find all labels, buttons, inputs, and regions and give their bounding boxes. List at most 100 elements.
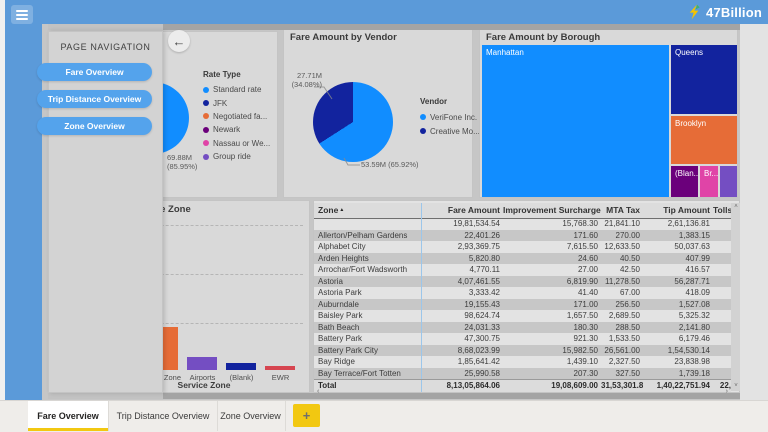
table-row[interactable]: Arrochar/Fort Wadsworth 4,770.11 27.00 4… [314,264,731,276]
table-row[interactable]: Battery Park City 8,68,023.99 15,982.50 … [314,344,731,356]
cell-tip: 1,383.15 [678,230,710,240]
cell-surcharge: 41.40 [577,288,598,297]
legend-item[interactable]: VeriFone Inc. [420,110,480,124]
legend-item[interactable]: JFK [203,96,270,109]
tab-zone-overview[interactable]: Zone Overview [216,401,286,431]
gridline [101,323,303,324]
bar-category-label: Boro Zone [145,373,182,382]
legend-item[interactable]: Negotiated fa... [203,110,270,123]
cell-tolls [713,368,731,380]
vendor-pie-panel: Fare Amount by Vendor 27.71M (34.08%) 53… [283,28,480,198]
cell-fare: 2,93,369.75 [421,241,503,253]
bar[interactable] [226,363,256,370]
gridline [101,274,303,275]
cell-surcharge: 15,768.30 [562,219,598,228]
column-header-tip[interactable]: Tip Amount [663,205,710,215]
table-row[interactable]: Bay Terrace/Fort Totten 25,990.58 207.30… [314,367,731,380]
cell-surcharge: 921.30 [573,334,598,343]
column-header-zone[interactable]: Zone▲ [318,205,345,215]
bar[interactable] [187,357,217,370]
back-arrow-button[interactable]: ← [168,30,190,52]
scroll-down-icon[interactable]: ˅ [734,383,738,389]
scroll-right-icon[interactable]: › [725,388,728,395]
vendor-pie-callout-verifone: 53.59M (65.92%) [361,160,419,169]
cell-zone: Bath Beach [318,322,360,332]
top-header-bar: 47Billion [42,0,768,24]
table-header-row[interactable]: Zone▲ Fare Amount Improvement Surcharge … [314,203,733,219]
treemap-node-other[interactable] [720,166,737,197]
cell-tip: 1,54,530.14 [667,345,710,355]
table-row[interactable]: Alphabet City 2,93,369.75 7,615.50 12,63… [314,241,731,253]
table-vertical-scrollbar[interactable]: ˄ ˅ [731,203,741,391]
cell-surcharge: 7,615.50 [566,242,598,251]
hamburger-menu-icon[interactable] [11,5,33,24]
cell-tolls [713,322,731,334]
page-navigation-panel: PAGE NAVIGATION [48,31,163,393]
legend-item[interactable]: Nassau or We... [203,137,270,150]
table-row[interactable]: Battery Park 47,300.75 921.30 1,533.50 6… [314,333,731,345]
cell-fare: 25,990.58 [421,367,503,379]
legend-item[interactable]: Standard rate [203,83,270,96]
cell-tip: 407.99 [685,253,710,263]
treemap-node-bronx[interactable]: Br... [700,166,718,197]
canvas-top-scrollbar[interactable] [163,24,740,30]
tab-label: Trip Distance Overview [116,411,210,421]
cell-tolls [713,356,731,368]
cell-fare: 4,770.11 [421,264,503,276]
column-header-mta[interactable]: MTA Tax [606,205,640,215]
table-total-row: Total 8,13,05,864.06 19,08,609.00 31,53,… [314,379,731,392]
nav-button-trip-distance-overview[interactable]: Trip Distance Overview [37,90,152,108]
canvas-bottom-scrollbar[interactable] [163,393,740,399]
rate-type-legend-items: Standard rate JFK Negotiated fa... [203,83,270,163]
nav-button-zone-overview[interactable]: Zone Overview [37,117,152,135]
legend-dot-icon [203,86,209,93]
table-row[interactable]: Baisley Park 98,624.74 1,657.50 2,689.50… [314,310,731,322]
legend-item[interactable]: Creative Mo... [420,124,480,138]
tab-trip-distance-overview[interactable]: Trip Distance Overview [108,401,218,431]
column-header-fare[interactable]: Fare Amount [421,203,503,218]
cell-mta: 11,278.50 [605,276,640,286]
table-row[interactable]: Bay Ridge 1,85,641.42 1,439.10 2,327.50 … [314,356,731,368]
cell-tip: 23,838.98 [674,357,710,366]
bar[interactable] [265,366,295,370]
tab-fare-overview[interactable]: Fare Overview [28,401,108,431]
treemap-node-queens[interactable]: Queens [671,45,737,114]
table-row[interactable]: 19,81,534.54 15,768.30 21,841.10 2,61,13… [314,218,731,230]
legend-item[interactable]: Group ride [203,150,270,163]
table-row[interactable]: Auburndale 19,155.43 171.00 256.50 1,527… [314,298,731,310]
vendor-pie-chart[interactable] [313,82,393,162]
cell-fare: 19,155.43 [421,298,503,310]
scroll-left-icon[interactable]: ‹ [317,388,320,395]
nav-button-fare-overview[interactable]: Fare Overview [37,63,152,81]
cell-mta: 327.50 [615,368,640,378]
table-row[interactable]: Astoria 4,07,461.55 6,819.90 11,278.50 5… [314,275,731,287]
cell-fare: 4,07,461.55 [421,275,503,287]
table-row[interactable]: Bath Beach 24,031.33 180.30 288.50 2,141… [314,321,731,334]
cell-surcharge: 15,982.50 [562,345,598,355]
cell-mta: 67.00 [619,288,640,297]
legend-dot-icon [420,128,426,134]
bar-slot: EWR [261,217,300,382]
treemap-node-brooklyn[interactable]: Brooklyn [671,116,737,164]
cell-mta: 12,633.50 [604,242,640,251]
table-row[interactable]: Astoria Park 3,333.42 41.40 67.00 418.09 [314,287,731,299]
total-fare: 8,13,05,864.06 [421,380,503,392]
legend-label: Negotiated fa... [213,111,268,121]
table-row[interactable]: Allerton/Pelham Gardens 22,401.26 171.60… [314,229,731,241]
table-horizontal-scrollbar[interactable]: ‹ › [314,388,731,395]
canvas-bottom-edge [48,393,163,399]
legend-item[interactable]: Newark [203,123,270,136]
scroll-up-icon[interactable]: ˄ [734,204,738,210]
total-label: Total [318,381,337,390]
cell-fare: 5,820.80 [421,252,503,264]
add-page-button[interactable]: + [293,404,320,427]
table-row[interactable]: Arden Heights 5,820.80 24.60 40.50 407.9… [314,252,731,264]
column-header-tolls[interactable]: Tolls [713,205,733,215]
column-header-surcharge[interactable]: Improvement Surcharge [503,205,601,215]
legend-label: JFK [213,98,228,108]
treemap-node-manhattan[interactable]: Manhattan [482,45,669,197]
cell-mta: 270.00 [615,230,640,240]
treemap-node-blank[interactable]: (Blan... [671,166,698,197]
cell-tolls [713,218,731,230]
